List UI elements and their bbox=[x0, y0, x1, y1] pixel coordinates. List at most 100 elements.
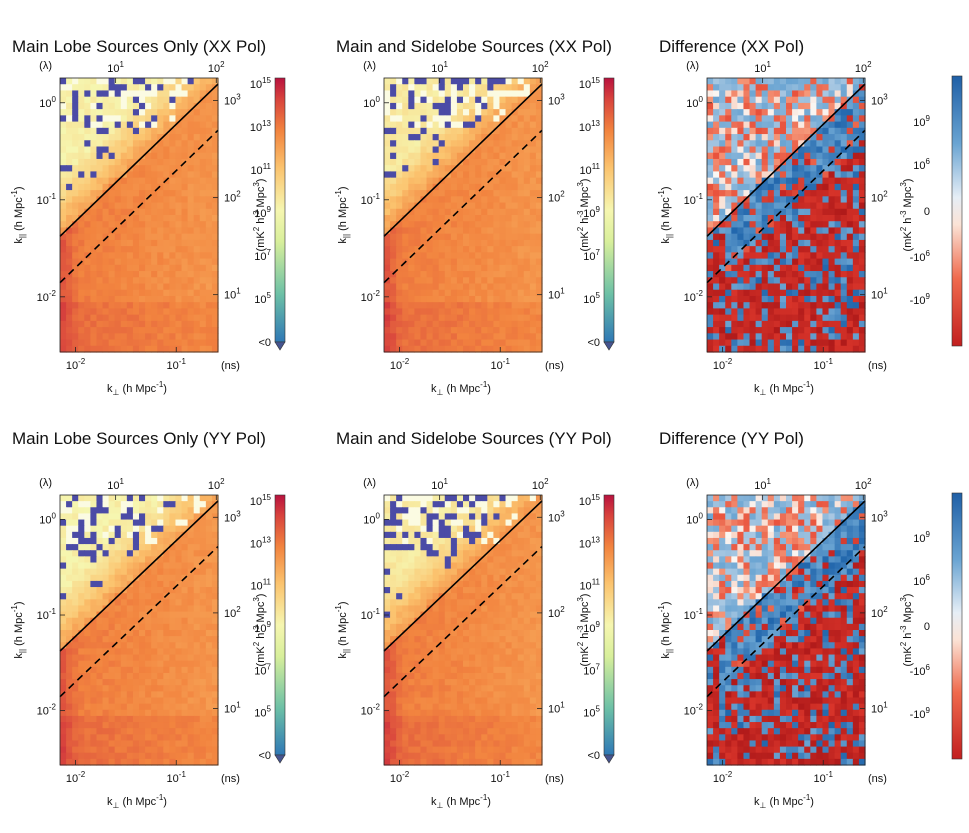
heatmap-cell bbox=[114, 703, 122, 711]
heatmap-cell bbox=[834, 84, 842, 92]
heatmap-cell bbox=[60, 246, 67, 253]
heatmap-cell bbox=[384, 140, 391, 148]
heatmap-cell bbox=[151, 531, 158, 539]
heatmap-cell bbox=[96, 513, 104, 521]
heatmap-cell bbox=[84, 501, 91, 508]
colorbar-tick-label: 105 bbox=[254, 291, 271, 306]
heatmap-cell bbox=[834, 277, 842, 285]
heatmap-cell bbox=[828, 190, 836, 197]
heatmap-cell bbox=[707, 115, 714, 123]
heatmap-cell bbox=[163, 239, 170, 247]
heatmap-cell bbox=[90, 556, 98, 564]
heatmap-cell bbox=[487, 190, 494, 197]
heatmap-cell bbox=[469, 152, 476, 160]
heatmap-cell bbox=[761, 165, 769, 173]
heatmap-cell bbox=[810, 327, 817, 334]
heatmap-cell bbox=[432, 302, 440, 310]
heatmap-cell bbox=[463, 289, 470, 297]
heatmap-cell bbox=[163, 679, 170, 686]
heatmap-cell bbox=[511, 177, 519, 185]
heatmap-cell bbox=[157, 507, 164, 515]
heatmap-cell bbox=[396, 327, 403, 334]
heatmap-cell bbox=[535, 302, 543, 310]
heatmap-cell bbox=[426, 277, 434, 285]
heatmap-cell bbox=[487, 264, 494, 272]
heatmap-cell bbox=[511, 550, 519, 557]
heatmap-cell bbox=[96, 127, 104, 135]
heatmap-cell bbox=[402, 537, 409, 545]
heatmap-cell bbox=[120, 648, 128, 656]
heatmap-cell bbox=[120, 715, 128, 723]
heatmap-cell bbox=[384, 158, 391, 166]
heatmap-cell bbox=[78, 679, 85, 686]
heatmap-cell bbox=[487, 146, 494, 154]
heatmap-cell bbox=[450, 115, 458, 123]
heatmap-cell bbox=[517, 158, 525, 166]
heatmap-cell bbox=[438, 252, 446, 260]
heatmap-cell bbox=[114, 221, 122, 229]
heatmap-cell bbox=[816, 196, 824, 204]
heatmap-cell bbox=[187, 277, 195, 285]
heatmap-cell bbox=[66, 617, 73, 625]
heatmap-cell bbox=[84, 227, 91, 235]
heatmap-cell bbox=[432, 202, 440, 210]
heatmap-cell bbox=[163, 96, 170, 104]
heatmap-cell bbox=[90, 177, 98, 185]
heatmap-cell bbox=[139, 672, 146, 680]
heatmap-cell bbox=[108, 239, 116, 247]
heatmap-cell bbox=[199, 722, 207, 729]
heatmap-cell bbox=[390, 519, 397, 527]
heatmap-cell bbox=[60, 308, 67, 316]
heatmap-cell bbox=[102, 525, 110, 533]
heatmap-cell bbox=[822, 252, 830, 260]
heatmap-cell bbox=[108, 746, 116, 754]
heatmap-cell bbox=[804, 302, 811, 310]
heatmap-cell bbox=[396, 78, 403, 85]
heatmap-cell bbox=[487, 531, 494, 539]
heatmap-cell bbox=[151, 202, 158, 210]
heatmap-cell bbox=[834, 320, 842, 328]
heatmap-cell bbox=[151, 666, 158, 674]
heatmap-cell bbox=[384, 146, 391, 154]
heatmap-cell bbox=[84, 623, 91, 631]
heatmap-cell bbox=[72, 525, 79, 533]
heatmap-cell bbox=[858, 264, 866, 272]
heatmap-cell bbox=[114, 752, 122, 760]
heatmap-cell bbox=[157, 121, 164, 129]
heatmap-cell bbox=[193, 96, 201, 104]
heatmap-cell bbox=[66, 227, 73, 235]
heatmap-cell bbox=[181, 314, 189, 322]
heatmap-cell bbox=[181, 734, 189, 742]
heatmap-cell bbox=[78, 728, 85, 735]
heatmap-cell bbox=[193, 202, 201, 210]
heatmap-cell bbox=[529, 289, 537, 297]
heatmap-cell bbox=[114, 599, 122, 607]
heatmap-cell bbox=[66, 127, 73, 135]
heatmap-cell bbox=[60, 84, 67, 92]
heatmap-cell bbox=[840, 345, 848, 353]
heatmap-cell bbox=[102, 587, 110, 594]
heatmap-cell bbox=[761, 215, 769, 222]
heatmap-cell bbox=[126, 171, 134, 179]
heatmap-cell bbox=[84, 177, 91, 185]
heatmap-cell bbox=[810, 283, 817, 291]
heatmap-cell bbox=[108, 672, 116, 680]
heatmap-cell bbox=[108, 165, 116, 173]
heatmap-cell bbox=[743, 246, 751, 253]
heatmap-cell bbox=[108, 587, 116, 594]
heatmap-cell bbox=[60, 109, 67, 116]
heatmap-cell bbox=[773, 96, 781, 104]
heatmap-cell bbox=[731, 308, 738, 316]
heatmap-cell bbox=[187, 289, 195, 297]
heatmap-cell bbox=[132, 648, 140, 656]
heatmap-cell bbox=[66, 513, 73, 521]
heatmap-cell bbox=[414, 339, 422, 347]
heatmap-cell bbox=[384, 190, 391, 197]
heatmap-cell bbox=[169, 183, 177, 191]
heatmap-cell bbox=[78, 660, 85, 668]
heatmap-cell bbox=[132, 519, 140, 527]
heatmap-cell bbox=[731, 134, 738, 141]
heatmap-cell bbox=[792, 183, 799, 191]
heatmap-cell bbox=[713, 314, 720, 322]
